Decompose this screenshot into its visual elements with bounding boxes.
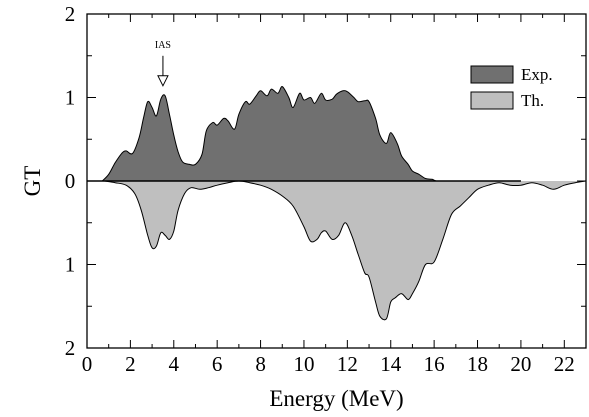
area-series-layer: [101, 86, 587, 321]
x-tick-label: 4: [169, 352, 180, 376]
x-tick-label: 18: [467, 352, 488, 376]
x-tick-label: 10: [293, 352, 314, 376]
legend-label-exp: Exp.: [521, 65, 553, 84]
ias-arrow-head: [157, 75, 169, 87]
series-area-th: [104, 181, 587, 320]
x-tick-label: 14: [380, 352, 402, 376]
x-tick-label: 16: [424, 352, 445, 376]
x-tick-label: 22: [554, 352, 575, 376]
legend-label-th: Th.: [521, 91, 544, 110]
x-tick-label: 6: [212, 352, 223, 376]
x-tick-label: 8: [255, 352, 266, 376]
y-tick-label: 2: [65, 2, 76, 26]
series-line-th: [104, 180, 587, 321]
series-line-exp: [101, 86, 521, 182]
x-tick-label: 12: [337, 352, 358, 376]
series-area-exp: [102, 86, 521, 182]
annotation-layer: IAS: [155, 40, 171, 87]
ias-label: IAS: [155, 40, 171, 51]
x-tick-label: 0: [82, 352, 93, 376]
y-axis-title: GT: [20, 166, 45, 197]
y-tick-label: 1: [65, 86, 76, 110]
tick-marks-layer: [86, 13, 587, 349]
legend: Exp. Th.: [470, 65, 553, 110]
x-tick-label: 20: [510, 352, 531, 376]
y-tick-label: 0: [65, 169, 76, 193]
x-tick-label: 2: [125, 352, 136, 376]
legend-swatch-exp: [470, 65, 514, 84]
y-tick-label: 1: [65, 253, 76, 277]
legend-swatch-th: [470, 91, 514, 110]
y-tick-label: 2: [65, 336, 76, 360]
x-axis-title: Energy (MeV): [269, 386, 403, 411]
